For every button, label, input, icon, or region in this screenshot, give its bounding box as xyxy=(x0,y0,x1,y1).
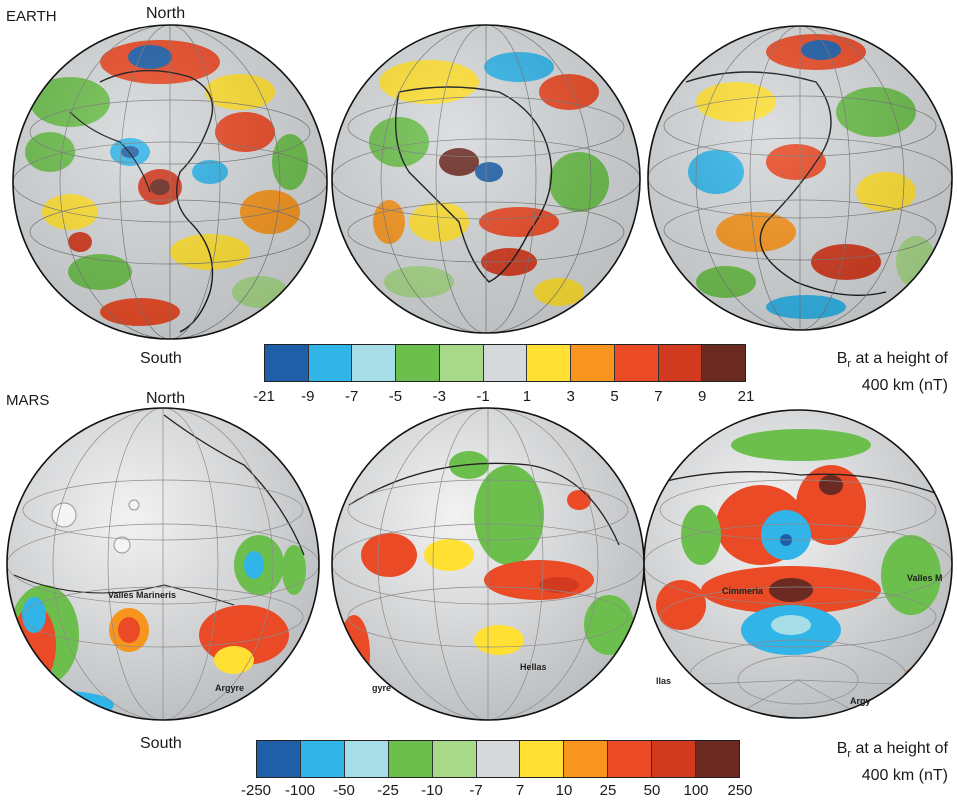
mars-north-label: North xyxy=(146,390,186,407)
mars-colorbar-tick: 7 xyxy=(515,782,525,799)
mars-colorbar-cell xyxy=(520,741,565,777)
mars-colorbar-title: Br at a height of 400 km (nT) xyxy=(758,738,948,787)
mars-place-cimmeria: Cimmeria xyxy=(722,586,764,596)
earth-colorbar-cell xyxy=(571,345,615,381)
earth-globe-asia xyxy=(647,25,953,331)
mars-place-hellas: Hellas xyxy=(520,662,547,672)
earth-colorbar-tick: -7 xyxy=(344,388,359,405)
mars-globe-tharsis xyxy=(6,407,320,721)
mars-colorbar-tick: 250 xyxy=(727,782,753,799)
mars-south-label: South xyxy=(140,735,182,752)
mars-colorbar-cell xyxy=(344,741,389,777)
earth-colorbar-title-b: B xyxy=(836,350,848,367)
earth-colorbar-cell xyxy=(483,345,528,381)
earth-colorbar-title-line2: 400 km (nT) xyxy=(861,377,948,395)
mars-colorbar-tick: -7 xyxy=(469,782,483,799)
mars-colorbar-title-rest: at a height of xyxy=(851,740,948,757)
mars-colorbar-tick: 25 xyxy=(599,782,617,799)
mars-colorbar-cell xyxy=(432,741,477,777)
earth-colorbar-cell xyxy=(527,345,572,381)
earth-colorbar-ticks: -21 -9 -7 -5 -3 -1 1 3 5 7 9 21 xyxy=(253,388,754,408)
earth-colorbar-tick: -9 xyxy=(301,388,315,405)
earth-colorbar-cell xyxy=(352,345,397,381)
mars-colorbar-cell xyxy=(608,741,653,777)
earth-colorbar-tick: -5 xyxy=(388,388,403,405)
earth-colorbar-title-rest: at a height of xyxy=(851,350,948,367)
earth-colorbar-cell xyxy=(614,345,659,381)
earth-colorbar-cell xyxy=(265,345,309,381)
mars-colorbar-cell xyxy=(476,741,521,777)
earth-colorbar-tick: 1 xyxy=(522,388,532,405)
earth-colorbar-tick: 21 xyxy=(737,388,755,405)
earth-colorbar-tick: -1 xyxy=(476,388,490,405)
earth-colorbar-title-sub: r xyxy=(847,358,852,371)
earth-colorbar-tick: 5 xyxy=(610,388,619,405)
mars-place-hellas-partial: llas xyxy=(656,676,672,686)
mars-colorbar-title-b: B xyxy=(836,740,848,757)
mars-globe-hellas xyxy=(331,407,645,721)
mars-colorbar-cell xyxy=(300,741,345,777)
earth-colorbar-title: Br at a height of 400 km (nT) xyxy=(758,348,948,397)
earth-colorbar xyxy=(264,344,746,382)
mars-place-argyre-partial2: Argy xyxy=(850,696,871,706)
earth-colorbar-tick: -3 xyxy=(432,388,446,405)
earth-colorbar-tick: 9 xyxy=(698,388,707,405)
mars-colorbar-tick: -25 xyxy=(377,782,399,799)
mars-colorbar-cell xyxy=(564,741,609,777)
mars-colorbar-title-sub: r xyxy=(847,748,852,761)
earth-colorbar-tick: -21 xyxy=(253,388,275,405)
mars-colorbar-cell xyxy=(652,741,697,777)
mars-place-valles-marineris: Valles Marineris xyxy=(108,590,177,600)
earth-colorbar-cell xyxy=(396,345,440,381)
earth-colorbar-cell xyxy=(308,345,353,381)
mars-colorbar-cell xyxy=(388,741,433,777)
mars-place-argyre-partial: gyre xyxy=(372,683,392,693)
earth-globe-africa xyxy=(331,24,641,334)
mars-title: MARS xyxy=(6,392,50,409)
earth-colorbar-cell xyxy=(702,345,746,381)
mars-colorbar-tick: -50 xyxy=(333,782,355,799)
mars-colorbar-ticks: -250 -100 -50 -25 -10 -7 7 10 25 50 100 250 xyxy=(241,782,753,802)
mars-colorbar-tick: 50 xyxy=(643,782,661,799)
earth-globe-americas xyxy=(12,24,328,340)
mars-colorbar xyxy=(256,740,740,778)
mars-colorbar-tick: 100 xyxy=(683,782,709,799)
mars-place-valles-partial: Valles M xyxy=(907,573,943,583)
mars-colorbar-cell xyxy=(257,741,301,777)
mars-colorbar-tick: -10 xyxy=(421,782,443,799)
earth-colorbar-cell xyxy=(658,345,703,381)
earth-colorbar-cell xyxy=(439,345,484,381)
mars-globe-cimmeria xyxy=(643,409,953,719)
mars-colorbar-tick: 10 xyxy=(555,782,573,799)
mars-colorbar-tick: -100 xyxy=(284,782,316,799)
mars-colorbar-title-line2: 400 km (nT) xyxy=(861,767,948,785)
mars-colorbar-tick: -250 xyxy=(240,782,272,799)
mars-place-argyre: Argyre xyxy=(215,683,245,693)
earth-title: EARTH xyxy=(6,8,57,25)
earth-colorbar-tick: 3 xyxy=(566,388,575,405)
mars-colorbar-cell xyxy=(696,741,739,777)
earth-colorbar-tick: 7 xyxy=(654,388,663,405)
earth-north-label: North xyxy=(146,5,186,22)
earth-south-label: South xyxy=(140,350,182,367)
